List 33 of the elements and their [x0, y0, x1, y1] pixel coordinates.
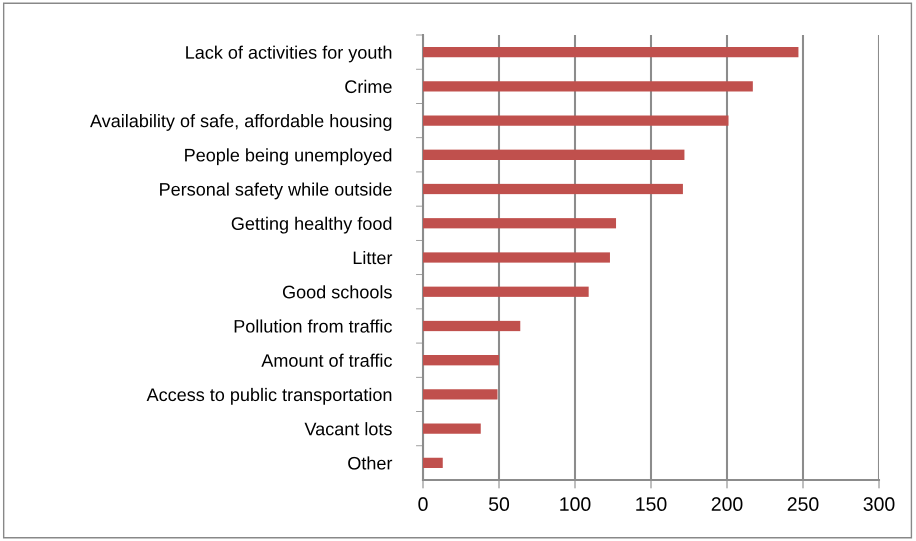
bar [423, 458, 443, 468]
y-tick-label: Good schools [282, 285, 392, 298]
y-tick-label: Other [348, 456, 392, 470]
y-tick-label: Access to public transportation [146, 388, 392, 405]
bar [423, 184, 683, 194]
x-tick-label: 0 [418, 497, 428, 511]
y-tick-label: Getting healthy food [232, 216, 392, 234]
y-tick-label: Availability of safe, affordable housing [90, 114, 392, 131]
bar [423, 320, 520, 332]
y-tick-label: Pollution from traffic [234, 319, 392, 333]
bar [423, 46, 798, 58]
y-tick-label: Lack of activities for youth [186, 46, 392, 62]
x-tick-label: 100 [560, 497, 590, 511]
y-tick-label: Amount of traffic [261, 354, 392, 367]
x-tick-label: 200 [712, 497, 742, 511]
x-tick-label: 50 [488, 497, 510, 511]
x-tick-label: 150 [636, 497, 666, 511]
bar [423, 286, 589, 297]
bar [423, 355, 499, 366]
y-tick-label: Vacant lots [304, 422, 392, 436]
bar [423, 81, 753, 92]
bar [423, 115, 729, 126]
x-tick-label: 250 [788, 497, 818, 511]
bar [423, 150, 684, 160]
bar [423, 424, 481, 434]
y-tick-label: People being unemployed [185, 148, 392, 166]
bar [423, 252, 610, 263]
y-tick-label: Personal safety while outside [160, 182, 392, 200]
x-tick-label: 300 [864, 497, 894, 511]
bar [423, 389, 498, 400]
y-tick-label: Litter [354, 250, 392, 264]
bar [423, 218, 616, 228]
y-tick-label: Crime [345, 80, 392, 94]
